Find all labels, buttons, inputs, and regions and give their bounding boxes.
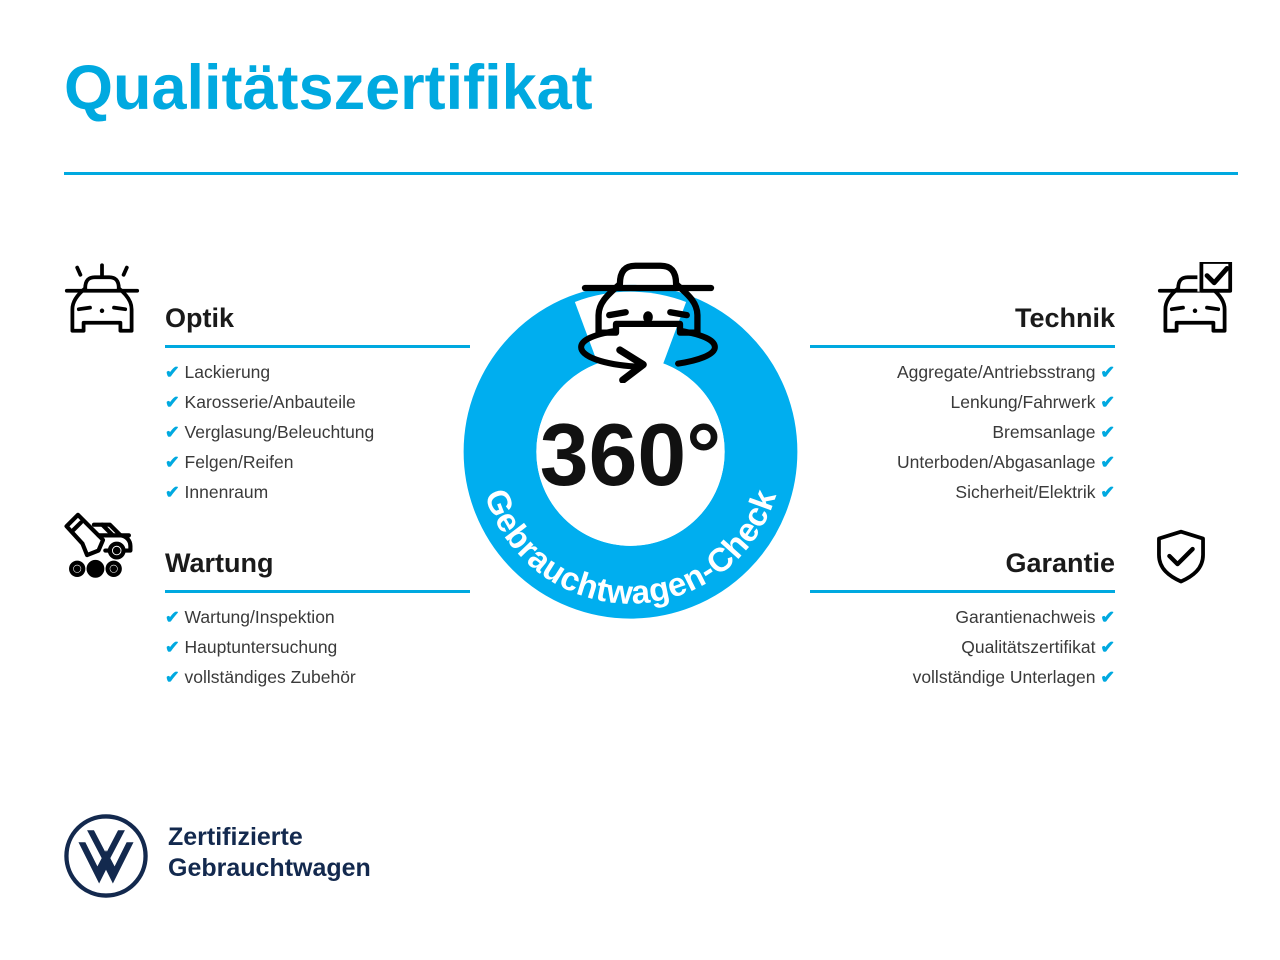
svg-text:360°: 360° xyxy=(540,406,721,504)
